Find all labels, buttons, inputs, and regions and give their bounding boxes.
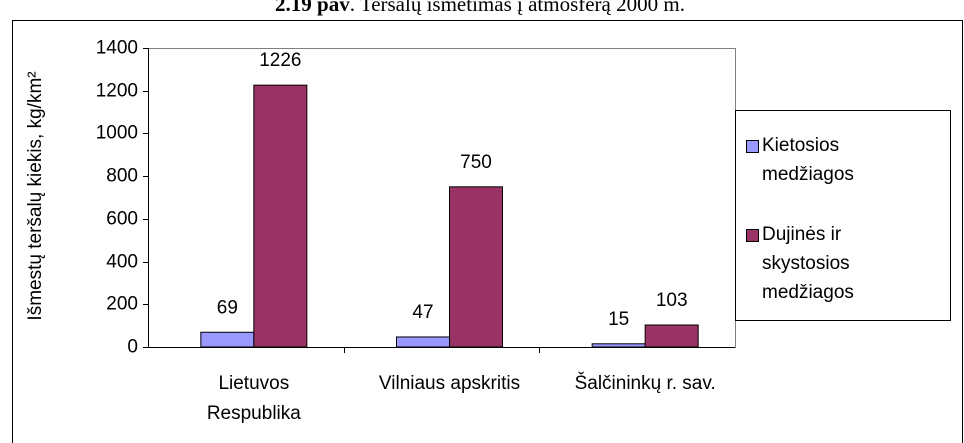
value-label: 103 — [656, 290, 688, 311]
y-tick-label: 800 — [106, 166, 138, 187]
legend-label: Kietosios medžiagos — [762, 135, 854, 185]
y-tick-label: 1000 — [96, 123, 138, 144]
title-text: . Teršalų išmetimas į atmosferą 2000 m. — [350, 0, 685, 16]
legend-box — [735, 110, 951, 321]
legend-swatch — [746, 140, 759, 153]
legend-swatch — [746, 229, 759, 242]
bar — [591, 343, 646, 348]
bar — [396, 336, 450, 348]
bar — [449, 186, 503, 348]
y-tick-label: 1200 — [96, 81, 138, 102]
bar — [200, 331, 255, 348]
value-label: 1226 — [259, 50, 301, 71]
y-tick-label: 600 — [106, 209, 138, 230]
value-label: 750 — [460, 152, 492, 173]
y-tick-label: 200 — [106, 294, 138, 315]
legend-label: Dujinės ir skystosios medžiagos — [762, 224, 854, 303]
title-prefix: 2.19 pav — [275, 0, 350, 16]
x-tick-label: Lietuvos Respublika — [206, 373, 301, 424]
y-tick-label: 0 — [127, 337, 138, 358]
y-tick-label: 1400 — [96, 38, 138, 59]
value-label: 69 — [217, 297, 238, 318]
bar — [644, 324, 699, 348]
x-tick-label: Šalčininkų r. sav. — [574, 373, 716, 394]
x-tick-label: Vilniaus apskritis — [378, 373, 521, 394]
y-tick-label: 400 — [106, 252, 138, 273]
value-label: 15 — [608, 309, 629, 330]
bar — [253, 84, 308, 348]
y-axis-label: Išmestų teršalų kiekis, kg/km² — [25, 71, 46, 320]
value-label: 47 — [412, 302, 433, 323]
chart-title: 2.19 pav. Teršalų išmetimas į atmosferą … — [275, 0, 685, 16]
